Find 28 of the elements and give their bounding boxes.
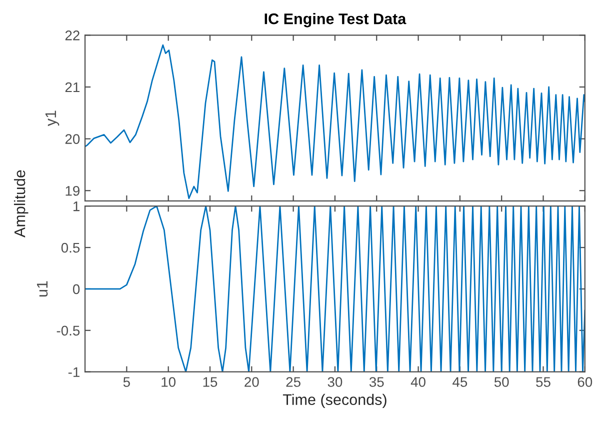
y-tick-label: 1 xyxy=(73,202,80,212)
y-tick-label: 0 xyxy=(72,284,80,294)
y-tick-label: 21 xyxy=(65,82,80,92)
x-tick-label: 10 xyxy=(162,377,176,387)
x-tick-label: 40 xyxy=(410,377,426,387)
y-axis-title: y1 xyxy=(45,110,60,126)
y-tick-label: -1 xyxy=(68,367,80,377)
x-tick-label: 25 xyxy=(286,377,300,387)
line-series xyxy=(85,44,585,200)
y-tick-label: 20 xyxy=(65,134,80,144)
x-tick-label: 60 xyxy=(578,377,592,387)
chart-title: IC Engine Test Data xyxy=(264,13,406,28)
x-tick-label: 45 xyxy=(452,377,468,387)
x-tick-label: 15 xyxy=(203,377,218,387)
x-axis-title: Time (seconds) xyxy=(282,394,386,408)
x-tick-label: 35 xyxy=(369,377,384,387)
line-series xyxy=(85,206,585,372)
y-tick-label: 22 xyxy=(65,30,80,40)
y-tick-label: 0.5 xyxy=(61,242,80,253)
x-tick-label: 50 xyxy=(494,377,509,387)
x-tick-label: 5 xyxy=(123,377,130,387)
x-tick-label: 55 xyxy=(536,377,550,387)
y-tick-label: -0.5 xyxy=(56,326,80,336)
y-tick-label: 19 xyxy=(66,186,80,196)
x-tick-label: 30 xyxy=(328,377,342,387)
x-tick-label: 20 xyxy=(244,377,259,387)
y-axis-title: u1 xyxy=(36,281,48,296)
text: Amplitude xyxy=(14,170,28,238)
